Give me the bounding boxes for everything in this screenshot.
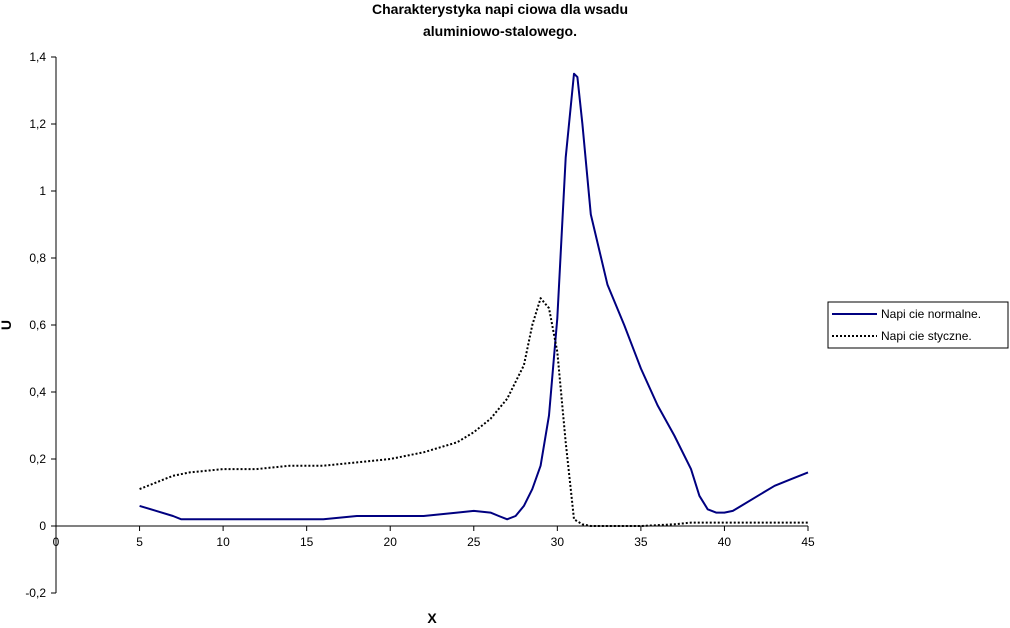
legend: Napi cie normalne. Napi cie styczne. bbox=[827, 301, 1009, 349]
y-tick-label: 0 bbox=[39, 519, 46, 533]
series-line-0 bbox=[139, 72, 809, 521]
y-tick-label: 0,8 bbox=[29, 251, 46, 265]
series-lines bbox=[139, 72, 809, 527]
x-axis-title: X bbox=[427, 610, 437, 626]
y-tick-labels: -0,2 0 0,2 0,4 0,6 0,8 1 1,2 1,4 bbox=[25, 50, 46, 600]
x-tick-label: 25 bbox=[467, 535, 481, 549]
x-tick-label: 45 bbox=[801, 535, 815, 549]
x-tick-label: 15 bbox=[300, 535, 314, 549]
x-tick-label: 20 bbox=[384, 535, 398, 549]
x-tick-label: 30 bbox=[551, 535, 565, 549]
y-tick-label: 1,2 bbox=[29, 117, 46, 131]
y-tick-label: 0,6 bbox=[29, 318, 46, 332]
legend-box bbox=[827, 301, 1009, 349]
series-line-1 bbox=[139, 297, 808, 527]
y-tick-label: 1,4 bbox=[29, 50, 46, 64]
chart-title-line-2: aluminiowo-stalowego. bbox=[423, 23, 577, 39]
x-tick-label: 0 bbox=[53, 535, 60, 549]
x-tick-label: 35 bbox=[634, 535, 648, 549]
chart-title: Charakterystyka napi ciowa dla wsadu alu… bbox=[372, 1, 628, 39]
x-tick-label: 40 bbox=[718, 535, 732, 549]
x-tick-label: 5 bbox=[136, 535, 143, 549]
axes bbox=[51, 56, 809, 594]
y-tick-label: -0,2 bbox=[25, 586, 46, 600]
x-tick-label: 10 bbox=[216, 535, 230, 549]
x-tick-labels: 0 5 10 15 20 25 30 35 40 45 bbox=[53, 535, 815, 549]
y-tick-label: 0,4 bbox=[29, 385, 46, 399]
chart-title-line-1: Charakterystyka napi ciowa dla wsadu bbox=[372, 1, 628, 17]
legend-label-styczne: Napi cie styczne. bbox=[881, 329, 972, 343]
y-axis-title: U bbox=[0, 320, 14, 330]
y-tick-label: 1 bbox=[39, 184, 46, 198]
legend-label-normalne: Napi cie normalne. bbox=[881, 307, 981, 321]
y-tick-label: 0,2 bbox=[29, 452, 46, 466]
